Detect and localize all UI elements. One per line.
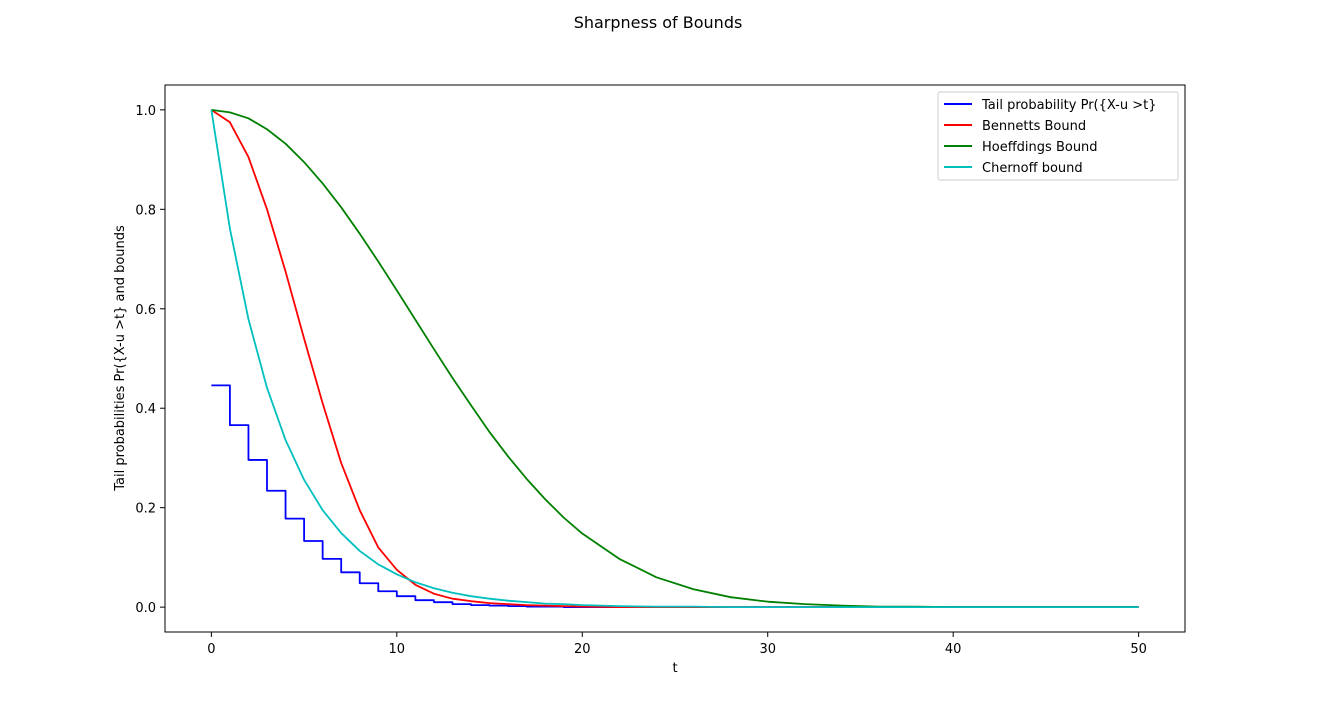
y-tick-label: 0.6 [135,303,156,318]
legend-label: Hoeffdings Bound [982,140,1098,155]
legend-entries: Tail probability Pr({X-u >t} Bennetts Bou… [944,98,1156,176]
y-tick-label: 0.4 [135,402,156,417]
y-axis: 0.0 0.2 0.4 0.6 0.8 1.0 [135,104,165,616]
series-lines [210,108,1139,609]
y-tick-label: 0.2 [135,502,156,517]
y-tick-label: 0.0 [135,601,156,616]
legend-box [937,91,1179,181]
legend-label: Tail probability Pr({X-u >t} [981,98,1156,113]
chart-title: Sharpness of Bounds [574,13,743,32]
x-tick-label: 30 [759,642,776,657]
x-axis-label: t [672,661,677,676]
legend-label: Chernoff bound [982,161,1083,176]
series-line-chernoff-bound [210,109,1139,609]
x-tick-label: 50 [1130,642,1147,657]
legend-label: Bennetts Bound [982,119,1086,134]
y-tick-label: 0.8 [135,203,156,218]
y-axis-label: Tail probabilities Pr({X-u >t} and bound… [113,225,128,492]
y-tick-label: 1.0 [135,104,156,119]
x-tick-label: 40 [945,642,962,657]
legend: Tail probability Pr({X-u >t} Bennetts Bou… [937,91,1179,181]
x-tick-label: 10 [389,642,406,657]
x-axis: 0 10 20 30 40 50 [207,632,1147,657]
x-tick-label: 20 [574,642,591,657]
x-tick-label: 0 [207,642,215,657]
